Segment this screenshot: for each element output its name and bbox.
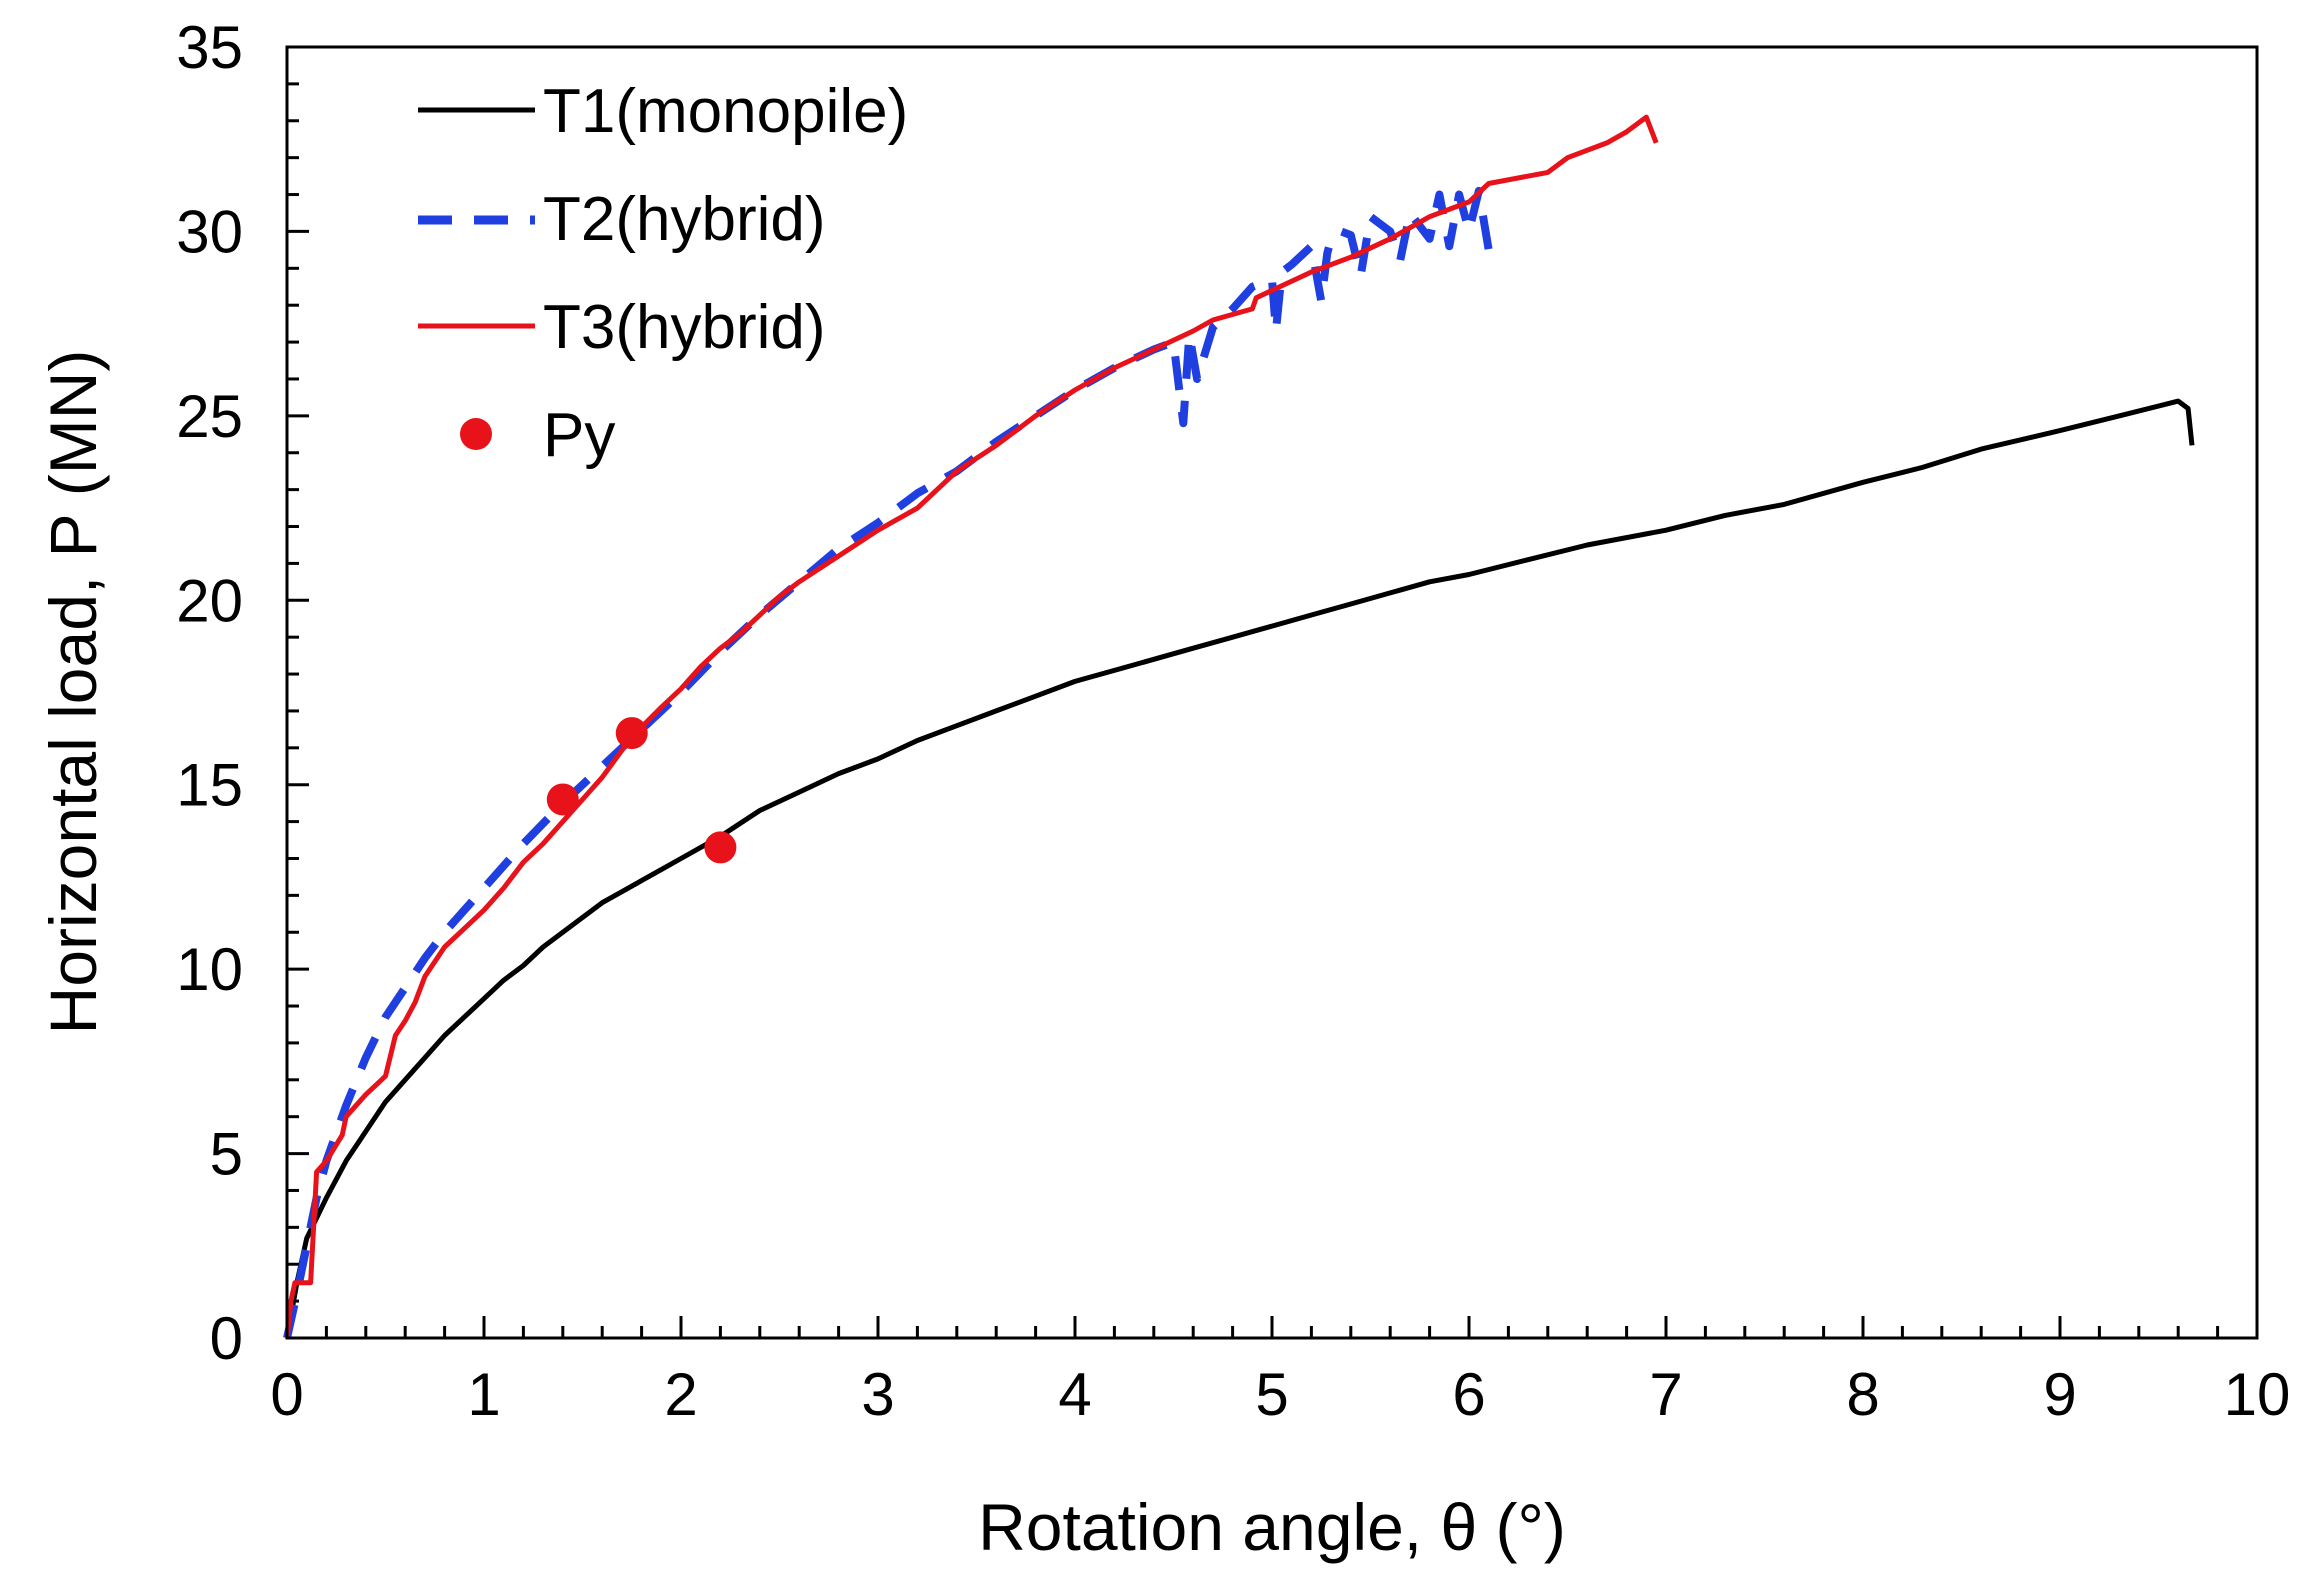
series-layer	[283, 114, 2195, 1339]
x-tick-label: 2	[664, 1361, 697, 1428]
x-tick-label: 8	[1846, 1361, 1879, 1428]
y-tick-label: 10	[176, 936, 243, 1003]
plot-area-frame	[285, 45, 2259, 1340]
series-t1-monopile	[284, 398, 2195, 1339]
y-tick-label: 0	[210, 1305, 243, 1372]
x-tick-label: 4	[1058, 1361, 1091, 1428]
y-tick-label: 30	[176, 198, 243, 265]
py-marker	[704, 831, 737, 864]
py-markers	[546, 717, 737, 864]
series-t3-hybrid	[284, 114, 1659, 1339]
axis-tick-labels: 0 1 2 3 4 5 6 7 8 9 10 0 5 10 15 20 25 30 35	[176, 14, 2290, 1428]
x-tick-label: 3	[861, 1361, 894, 1428]
x-tick-label: 0	[270, 1361, 303, 1428]
y-tick-label: 35	[176, 14, 243, 81]
y-tick-label: 20	[176, 567, 243, 634]
legend: T1(monopile) T2(hybrid) T3(hybrid) Py	[418, 77, 908, 470]
legend-label-t2: T2(hybrid)	[543, 185, 826, 254]
legend-swatch-py	[460, 418, 492, 450]
y-tick-label: 5	[210, 1121, 243, 1188]
x-tick-label: 9	[2043, 1361, 2076, 1428]
x-tick-label: 7	[1649, 1361, 1682, 1428]
py-marker	[615, 717, 648, 750]
legend-label-t1: T1(monopile)	[543, 77, 908, 146]
x-tick-label: 10	[2224, 1361, 2291, 1428]
y-tick-label: 25	[176, 383, 243, 450]
x-tick-label: 5	[1255, 1361, 1288, 1428]
y-tick-label: 15	[176, 752, 243, 819]
y-axis-title: Horizontal load, P (MN)	[36, 350, 110, 1035]
py-marker	[546, 783, 579, 816]
legend-label-py: Py	[543, 401, 615, 470]
x-tick-label: 1	[467, 1361, 500, 1428]
x-axis-title: Rotation angle, θ (°)	[978, 1490, 1566, 1564]
x-tick-label: 6	[1452, 1361, 1485, 1428]
axis-ticks	[285, 45, 2259, 1340]
legend-label-t3: T3(hybrid)	[543, 293, 826, 362]
